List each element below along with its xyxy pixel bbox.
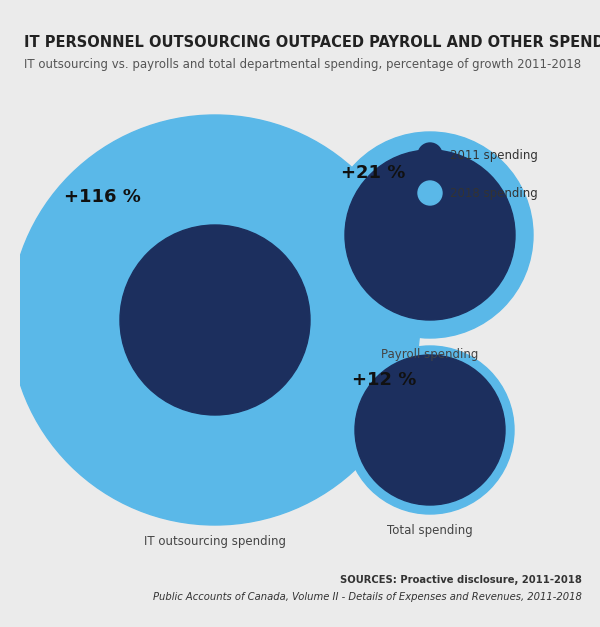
Text: +12 %: +12 % — [352, 371, 416, 389]
Circle shape — [120, 225, 310, 415]
Text: IT outsourcing spending: IT outsourcing spending — [144, 535, 286, 548]
Circle shape — [346, 346, 514, 514]
Text: +21 %: +21 % — [341, 164, 406, 182]
Text: SOURCES: Proactive disclosure, 2011-2018: SOURCES: Proactive disclosure, 2011-2018 — [340, 575, 582, 585]
Text: +116 %: +116 % — [64, 188, 140, 206]
Text: Public Accounts of Canada, Volume II - Details of Expenses and Revenues, 2011-20: Public Accounts of Canada, Volume II - D… — [153, 592, 582, 602]
Text: IT PERSONNEL OUTSOURCING OUTPACED PAYROLL AND OTHER SPENDING: IT PERSONNEL OUTSOURCING OUTPACED PAYROL… — [24, 35, 600, 50]
Text: IT outsourcing vs. payrolls and total departmental spending, percentage of growt: IT outsourcing vs. payrolls and total de… — [24, 58, 581, 71]
Circle shape — [327, 132, 533, 338]
Circle shape — [345, 150, 515, 320]
Circle shape — [355, 355, 505, 505]
Text: Payroll spending: Payroll spending — [382, 348, 479, 361]
Text: 2018 spending: 2018 spending — [450, 186, 538, 199]
Text: 2011 spending: 2011 spending — [450, 149, 538, 162]
Circle shape — [418, 181, 442, 205]
Circle shape — [418, 143, 442, 167]
Circle shape — [10, 115, 420, 525]
Text: Total spending: Total spending — [387, 524, 473, 537]
